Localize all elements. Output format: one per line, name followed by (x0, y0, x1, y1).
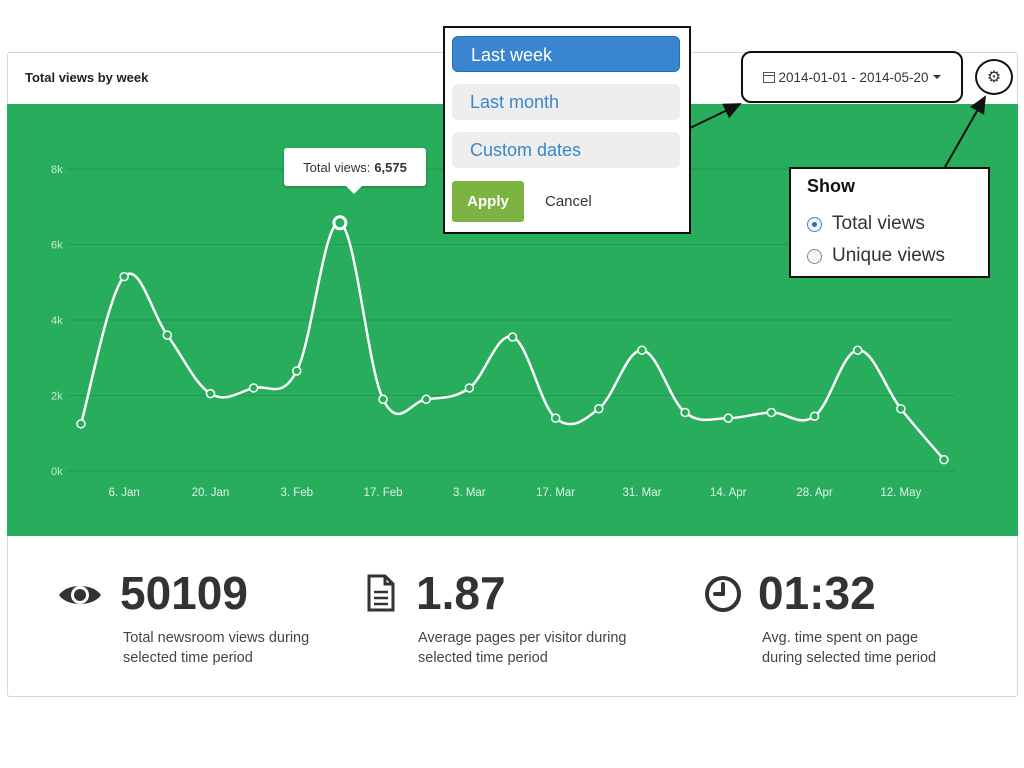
x-tick-label: 17. Mar (536, 487, 575, 499)
stat-desc-line2: selected time period (418, 650, 548, 666)
stat-desc-line1: Average pages per visitor during (418, 630, 627, 646)
show-title: Show (807, 176, 855, 196)
date-range-picker[interactable]: 2014-01-01 - 2014-05-20 (741, 51, 963, 103)
y-tick-label: 6k (51, 240, 63, 252)
calendar-icon (763, 71, 776, 83)
tooltip-label: Total views: (303, 159, 371, 175)
data-point[interactable] (205, 388, 216, 399)
stat-desc-line2: during selected time period (762, 650, 937, 666)
x-tick-label: 3. Mar (453, 487, 486, 499)
data-point[interactable] (119, 271, 129, 282)
data-point[interactable] (809, 411, 820, 422)
data-point[interactable] (162, 330, 173, 340)
y-tick-label: 0k (51, 466, 63, 478)
x-tick-label: 28. Apr (796, 487, 833, 499)
data-point[interactable] (464, 383, 475, 393)
x-tick-label: 12. May (880, 487, 921, 499)
data-point[interactable] (896, 403, 906, 414)
stat-desc-line1: Avg. time spent on page (762, 630, 919, 646)
y-tick-label: 8k (51, 164, 63, 176)
stat-desc-line1: Total newsroom views during (123, 630, 310, 646)
x-tick-label: 17. Feb (364, 487, 403, 499)
x-tick-label: 31. Mar (622, 487, 661, 499)
eye-icon (59, 586, 101, 604)
radio-total-views[interactable]: Total views (807, 213, 925, 235)
stat-value: 01:32 (758, 567, 876, 619)
data-point[interactable] (76, 419, 86, 429)
radio-unchecked-icon[interactable] (807, 248, 822, 264)
data-point[interactable] (723, 413, 733, 423)
data-point[interactable] (292, 366, 302, 376)
tooltip-value: 6,575 (374, 159, 407, 175)
data-point[interactable] (248, 383, 259, 393)
panel-title: Total views by week (25, 70, 149, 85)
data-point[interactable] (421, 394, 431, 405)
x-tick-label: 6. Jan (108, 487, 139, 499)
stat-value: 50109 (120, 567, 248, 619)
data-point[interactable] (378, 394, 388, 405)
stat-description: Avg. time spent on page during selected … (762, 628, 1002, 668)
x-tick-label: 20. Jan (192, 487, 230, 499)
radio-checked-icon[interactable] (807, 216, 822, 232)
radio-unique-views[interactable]: Unique views (807, 245, 945, 267)
option-last-week[interactable]: Last week (452, 36, 680, 72)
option-last-month[interactable]: Last month (452, 84, 680, 120)
stat-value: 1.87 (416, 567, 506, 619)
gear-icon: ⚙ (986, 69, 1002, 86)
apply-button[interactable]: Apply (452, 181, 524, 222)
date-range-label: 2014-01-01 - 2014-05-20 (778, 69, 929, 85)
y-tick-label: 4k (51, 315, 63, 327)
data-point[interactable] (332, 215, 348, 231)
data-point[interactable] (680, 407, 690, 418)
y-tick-label: 2k (51, 391, 63, 403)
data-point[interactable] (637, 345, 647, 355)
show-options-popover: Show Total views Unique views (789, 167, 990, 278)
option-custom-dates[interactable]: Custom dates (452, 132, 680, 168)
document-icon (367, 574, 395, 612)
chart-tooltip: Total views: 6,575 (284, 148, 426, 194)
date-dropdown-menu: Last week Last month Custom dates Apply … (443, 26, 691, 234)
settings-button[interactable]: ⚙ (975, 59, 1013, 95)
caret-down-icon (932, 75, 941, 79)
radio-label: Total views (832, 213, 925, 234)
panel-header: Total views by week (8, 53, 1017, 105)
data-point[interactable] (939, 454, 949, 465)
x-tick-label: 3. Feb (280, 487, 313, 499)
data-point[interactable] (594, 403, 604, 414)
radio-label: Unique views (832, 245, 945, 266)
data-point[interactable] (852, 345, 863, 355)
x-tick-label: 14. Apr (710, 487, 747, 499)
line-chart: 0k 2k 4k 6k 8k 6. Jan 20. Jan 3. Feb 17. Feb 3. M… (51, 164, 955, 499)
data-point[interactable] (766, 407, 777, 418)
stat-description: Total newsroom views during selected tim… (123, 628, 363, 668)
data-point[interactable] (550, 413, 561, 423)
cancel-button[interactable]: Cancel (545, 193, 592, 210)
clock-icon (705, 576, 741, 612)
stat-desc-line2: selected time period (123, 650, 253, 666)
stat-description: Average pages per visitor during selecte… (418, 628, 658, 668)
data-point[interactable] (507, 332, 518, 342)
